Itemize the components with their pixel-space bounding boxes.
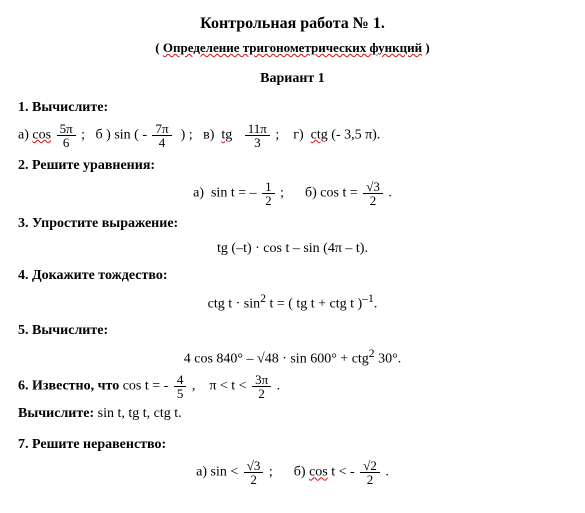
t2b-frac: √32 — [363, 180, 383, 207]
t6-f-den: 5 — [174, 387, 187, 400]
t2b-post: . — [388, 185, 392, 200]
t1d-pre: ; г) — [275, 127, 310, 142]
t6-post: . — [277, 379, 281, 394]
t6-frac2: 3π2 — [252, 373, 271, 400]
task3-body: tg (–t) · cos t – sin (4π – t). — [18, 238, 567, 259]
t6-g-den: 2 — [252, 387, 271, 400]
t1c-num: 11π — [245, 122, 270, 136]
t4-b: t = ( tg t + ctg t ) — [266, 296, 362, 311]
subtitle-close: ) — [422, 40, 430, 55]
t2a-num: 1 — [262, 180, 275, 194]
t6-g-num: 3π — [252, 373, 271, 387]
t1c-tg: tg — [221, 127, 232, 142]
doc-title: Контрольная работа № 1. — [18, 12, 567, 36]
task3-head: 3. Упростите выражение: — [18, 213, 567, 234]
subtitle-main: Определение тригонометрических функций — [163, 40, 422, 55]
t7b-frac: √22 — [360, 459, 380, 486]
t1b-pre: ; б ) sin ( - — [81, 127, 147, 142]
t2a-frac: 12 — [262, 180, 275, 207]
t7a-frac: √32 — [244, 459, 264, 486]
t6-l2r: sin t, tg t, ctg t. — [94, 406, 182, 421]
t7b-post: . — [385, 465, 389, 480]
t6-mid: , π < t < — [192, 379, 250, 394]
task5-head: 5. Вычислите: — [18, 320, 567, 341]
t6-head: 6. Известно, что — [18, 379, 123, 394]
task5-body: 4 cos 840° – √48 · sin 600° + ctg2 30°. — [18, 345, 567, 370]
t7b-den: 2 — [360, 473, 380, 486]
t1d-arg: (- 3,5 π). — [331, 127, 380, 142]
t1a-cos: cos — [32, 127, 51, 142]
t7b-mid: t < - — [331, 465, 358, 480]
t1b-num: 7π — [152, 122, 171, 136]
task1-body: а) cos 5π6 ; б ) sin ( - 7π4 ) ; в) tg 1… — [18, 122, 567, 149]
task4-head: 4. Докажите тождество: — [18, 265, 567, 286]
t1d-ctg: ctg — [311, 127, 328, 142]
t1a-pre: а) — [18, 127, 32, 142]
t4-c: . — [374, 296, 378, 311]
t5-b: 30°. — [375, 352, 402, 367]
t2a-pre: а) sin t = – — [193, 185, 260, 200]
t1a-num: 5π — [57, 122, 76, 136]
t1b-frac: 7π4 — [152, 122, 171, 149]
task2-body: а) sin t = – 12 ; б) cos t = √32 . — [18, 180, 567, 207]
t7-gap: ; б) — [269, 465, 309, 480]
task7-body: а) sin < √32 ; б) cos t < - √22 . — [18, 459, 567, 486]
t2b-pre: ; б) cos t = — [280, 185, 361, 200]
t2a-den: 2 — [262, 194, 275, 207]
t1c-pre: ) ; в) — [177, 127, 221, 142]
t5-a: 4 cos 840° – √48 · sin 600° + ctg — [184, 352, 369, 367]
subtitle-open: ( — [155, 40, 163, 55]
variant-label: Вариант 1 — [18, 68, 567, 89]
t1c-den: 3 — [245, 136, 270, 149]
t1c-frac: 11π3 — [245, 122, 270, 149]
doc-subtitle: ( Определение тригонометрических функций… — [18, 38, 567, 58]
task6-line2: Вычислите: sin t, tg t, ctg t. — [18, 403, 567, 424]
t6-f-num: 4 — [174, 373, 187, 387]
t7a-pre: а) sin < — [196, 465, 242, 480]
t4-sup2: –1 — [362, 292, 374, 305]
t7b-num: √2 — [360, 459, 380, 473]
t7b-cos: cos — [309, 465, 328, 480]
t6-cos: cos t = - — [123, 379, 172, 394]
t6-frac1: 45 — [174, 373, 187, 400]
t7a-num: √3 — [244, 459, 264, 473]
t1b-den: 4 — [152, 136, 171, 149]
task1-head: 1. Вычислите: — [18, 97, 567, 118]
t1a-frac: 5π6 — [57, 122, 76, 149]
task4-body: ctg t · sin2 t = ( tg t + ctg t )–1. — [18, 290, 567, 315]
t2b-den: 2 — [363, 194, 383, 207]
t7a-den: 2 — [244, 473, 264, 486]
t2b-num: √3 — [363, 180, 383, 194]
task2-head: 2. Решите уравнения: — [18, 155, 567, 176]
task7-head: 7. Решите неравенство: — [18, 434, 567, 455]
task6-line1: 6. Известно, что cos t = - 45 , π < t < … — [18, 373, 567, 400]
t6-l2b: Вычислите: — [18, 406, 94, 421]
t4-a: ctg t · sin — [208, 296, 261, 311]
t1a-den: 6 — [57, 136, 76, 149]
